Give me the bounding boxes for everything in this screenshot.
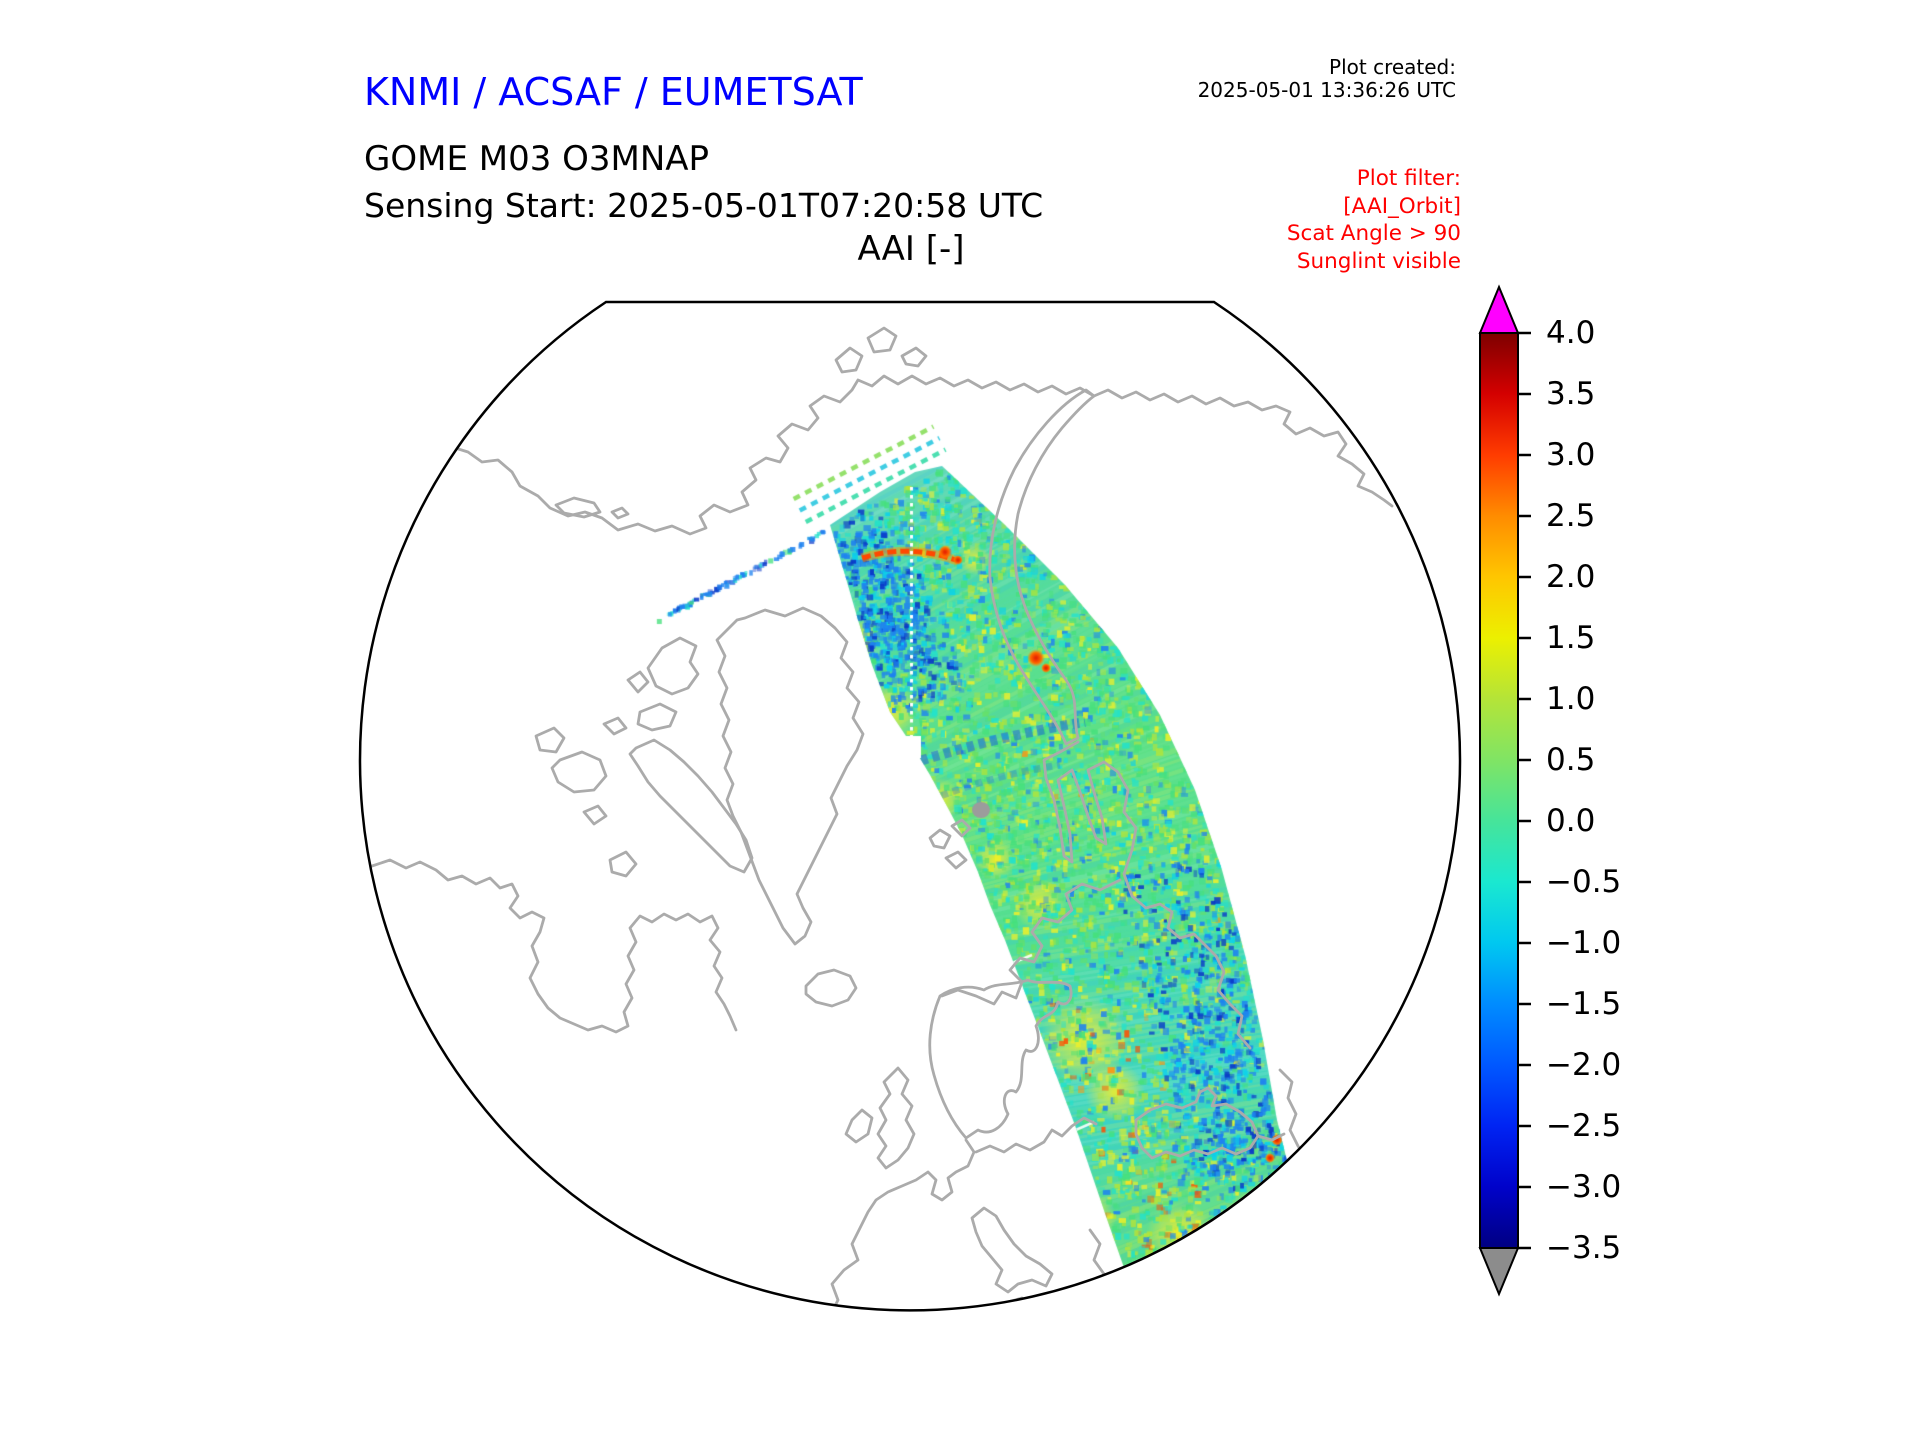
coastline-path bbox=[834, 346, 864, 374]
filter-line: Scat Angle > 90 bbox=[1286, 221, 1461, 246]
colorbar-tick-label: 0.5 bbox=[1546, 742, 1595, 778]
colorbar-over-arrow bbox=[1478, 284, 1520, 334]
filter-line: [AAI_Orbit] bbox=[1343, 193, 1461, 219]
chart-title: AAI [-] bbox=[857, 229, 965, 269]
colorbar-tick-label: −2.5 bbox=[1546, 1108, 1621, 1144]
coastline-path bbox=[1256, 1132, 1286, 1142]
coastline-path bbox=[1134, 1086, 1260, 1160]
coastline-path bbox=[554, 496, 602, 519]
coastline-path bbox=[828, 1138, 976, 1311]
colorbar-tick-label: 4.0 bbox=[1546, 315, 1595, 351]
plot-filter-block: Plot filter: [AAI_Orbit] Scat Angle > 90… bbox=[1287, 165, 1461, 275]
coastline-path bbox=[626, 670, 650, 694]
coastline-path bbox=[550, 750, 608, 794]
coastline-path bbox=[928, 978, 1073, 1140]
product-title: GOME M03 O3MNAP bbox=[364, 139, 710, 179]
coastline-path bbox=[628, 738, 754, 874]
coastline-path bbox=[928, 828, 952, 850]
map-outline bbox=[358, 300, 1462, 1312]
colorbar-tick-label: 2.0 bbox=[1546, 559, 1595, 595]
colorbar-tick-label: 3.0 bbox=[1546, 437, 1595, 473]
coastline-path bbox=[582, 804, 608, 826]
sensing-start-line: Sensing Start: 2025-05-01T07:20:58 UTC bbox=[364, 186, 1044, 225]
colorbar-under-arrow bbox=[1478, 1247, 1520, 1297]
coastline-path bbox=[844, 1108, 874, 1144]
coastline-path bbox=[715, 606, 865, 946]
coastline-path bbox=[866, 326, 898, 354]
colorbar-tick-label: −2.0 bbox=[1546, 1047, 1621, 1083]
coastline-path bbox=[1278, 1068, 1314, 1172]
coastline-path bbox=[900, 346, 928, 368]
coastline-path bbox=[534, 726, 566, 754]
coastline-path bbox=[804, 968, 858, 1008]
colorbar-tick-label: −1.5 bbox=[1546, 986, 1621, 1022]
colorbar-tick-label: 0.0 bbox=[1546, 803, 1595, 839]
brand-title: KNMI / ACSAF / EUMETSAT bbox=[364, 70, 863, 114]
plot-created-label: Plot created: bbox=[1329, 55, 1456, 79]
coastline-path bbox=[974, 1116, 1098, 1154]
coastline-path bbox=[646, 636, 700, 696]
coastline-path bbox=[940, 878, 1122, 1006]
colorbar-gradient-bar bbox=[1479, 332, 1519, 1249]
colorbar-tick-label: −3.0 bbox=[1546, 1169, 1621, 1205]
coastline-path bbox=[1042, 740, 1252, 1050]
coastline-path bbox=[970, 1206, 1054, 1294]
coastline-path bbox=[876, 1066, 916, 1170]
coastline-path bbox=[608, 850, 638, 878]
coastlines bbox=[370, 326, 1394, 1311]
coastline-path bbox=[450, 374, 1394, 536]
coastline-path bbox=[370, 858, 738, 1034]
colorbar-tick-label: −0.5 bbox=[1546, 864, 1621, 900]
colorbar: 4.0 3.5 3.0 2.5 2.0 1.5 1.0 0.5 0.0 −0.5 −1.0 −1.5 −… bbox=[1478, 284, 1621, 1297]
coastline-path bbox=[602, 716, 628, 736]
coastline-path bbox=[944, 850, 968, 870]
coastline-path bbox=[1088, 1228, 1110, 1302]
colorbar-tick-label: 1.5 bbox=[1546, 620, 1595, 656]
colorbar-tick-label: −1.0 bbox=[1546, 925, 1621, 961]
colorbar-tick-label: 2.5 bbox=[1546, 498, 1595, 534]
colorbar-tick-label: −3.5 bbox=[1546, 1230, 1621, 1266]
plot-created-timestamp: 2025-05-01 13:36:26 UTC bbox=[1197, 78, 1456, 102]
coastline-path bbox=[950, 818, 972, 838]
colorbar-tick-label: 1.0 bbox=[1546, 681, 1595, 717]
coastline-path bbox=[610, 506, 630, 520]
filter-line: Plot filter: bbox=[1356, 166, 1461, 191]
coastline-path bbox=[636, 702, 678, 732]
colorbar-tick-label: 3.5 bbox=[1546, 376, 1595, 412]
plot-created-block: Plot created: 2025-05-01 13:36:26 UTC bbox=[1198, 56, 1456, 102]
filter-line: Sunglint visible bbox=[1296, 248, 1461, 274]
coastline-path bbox=[988, 388, 1096, 746]
